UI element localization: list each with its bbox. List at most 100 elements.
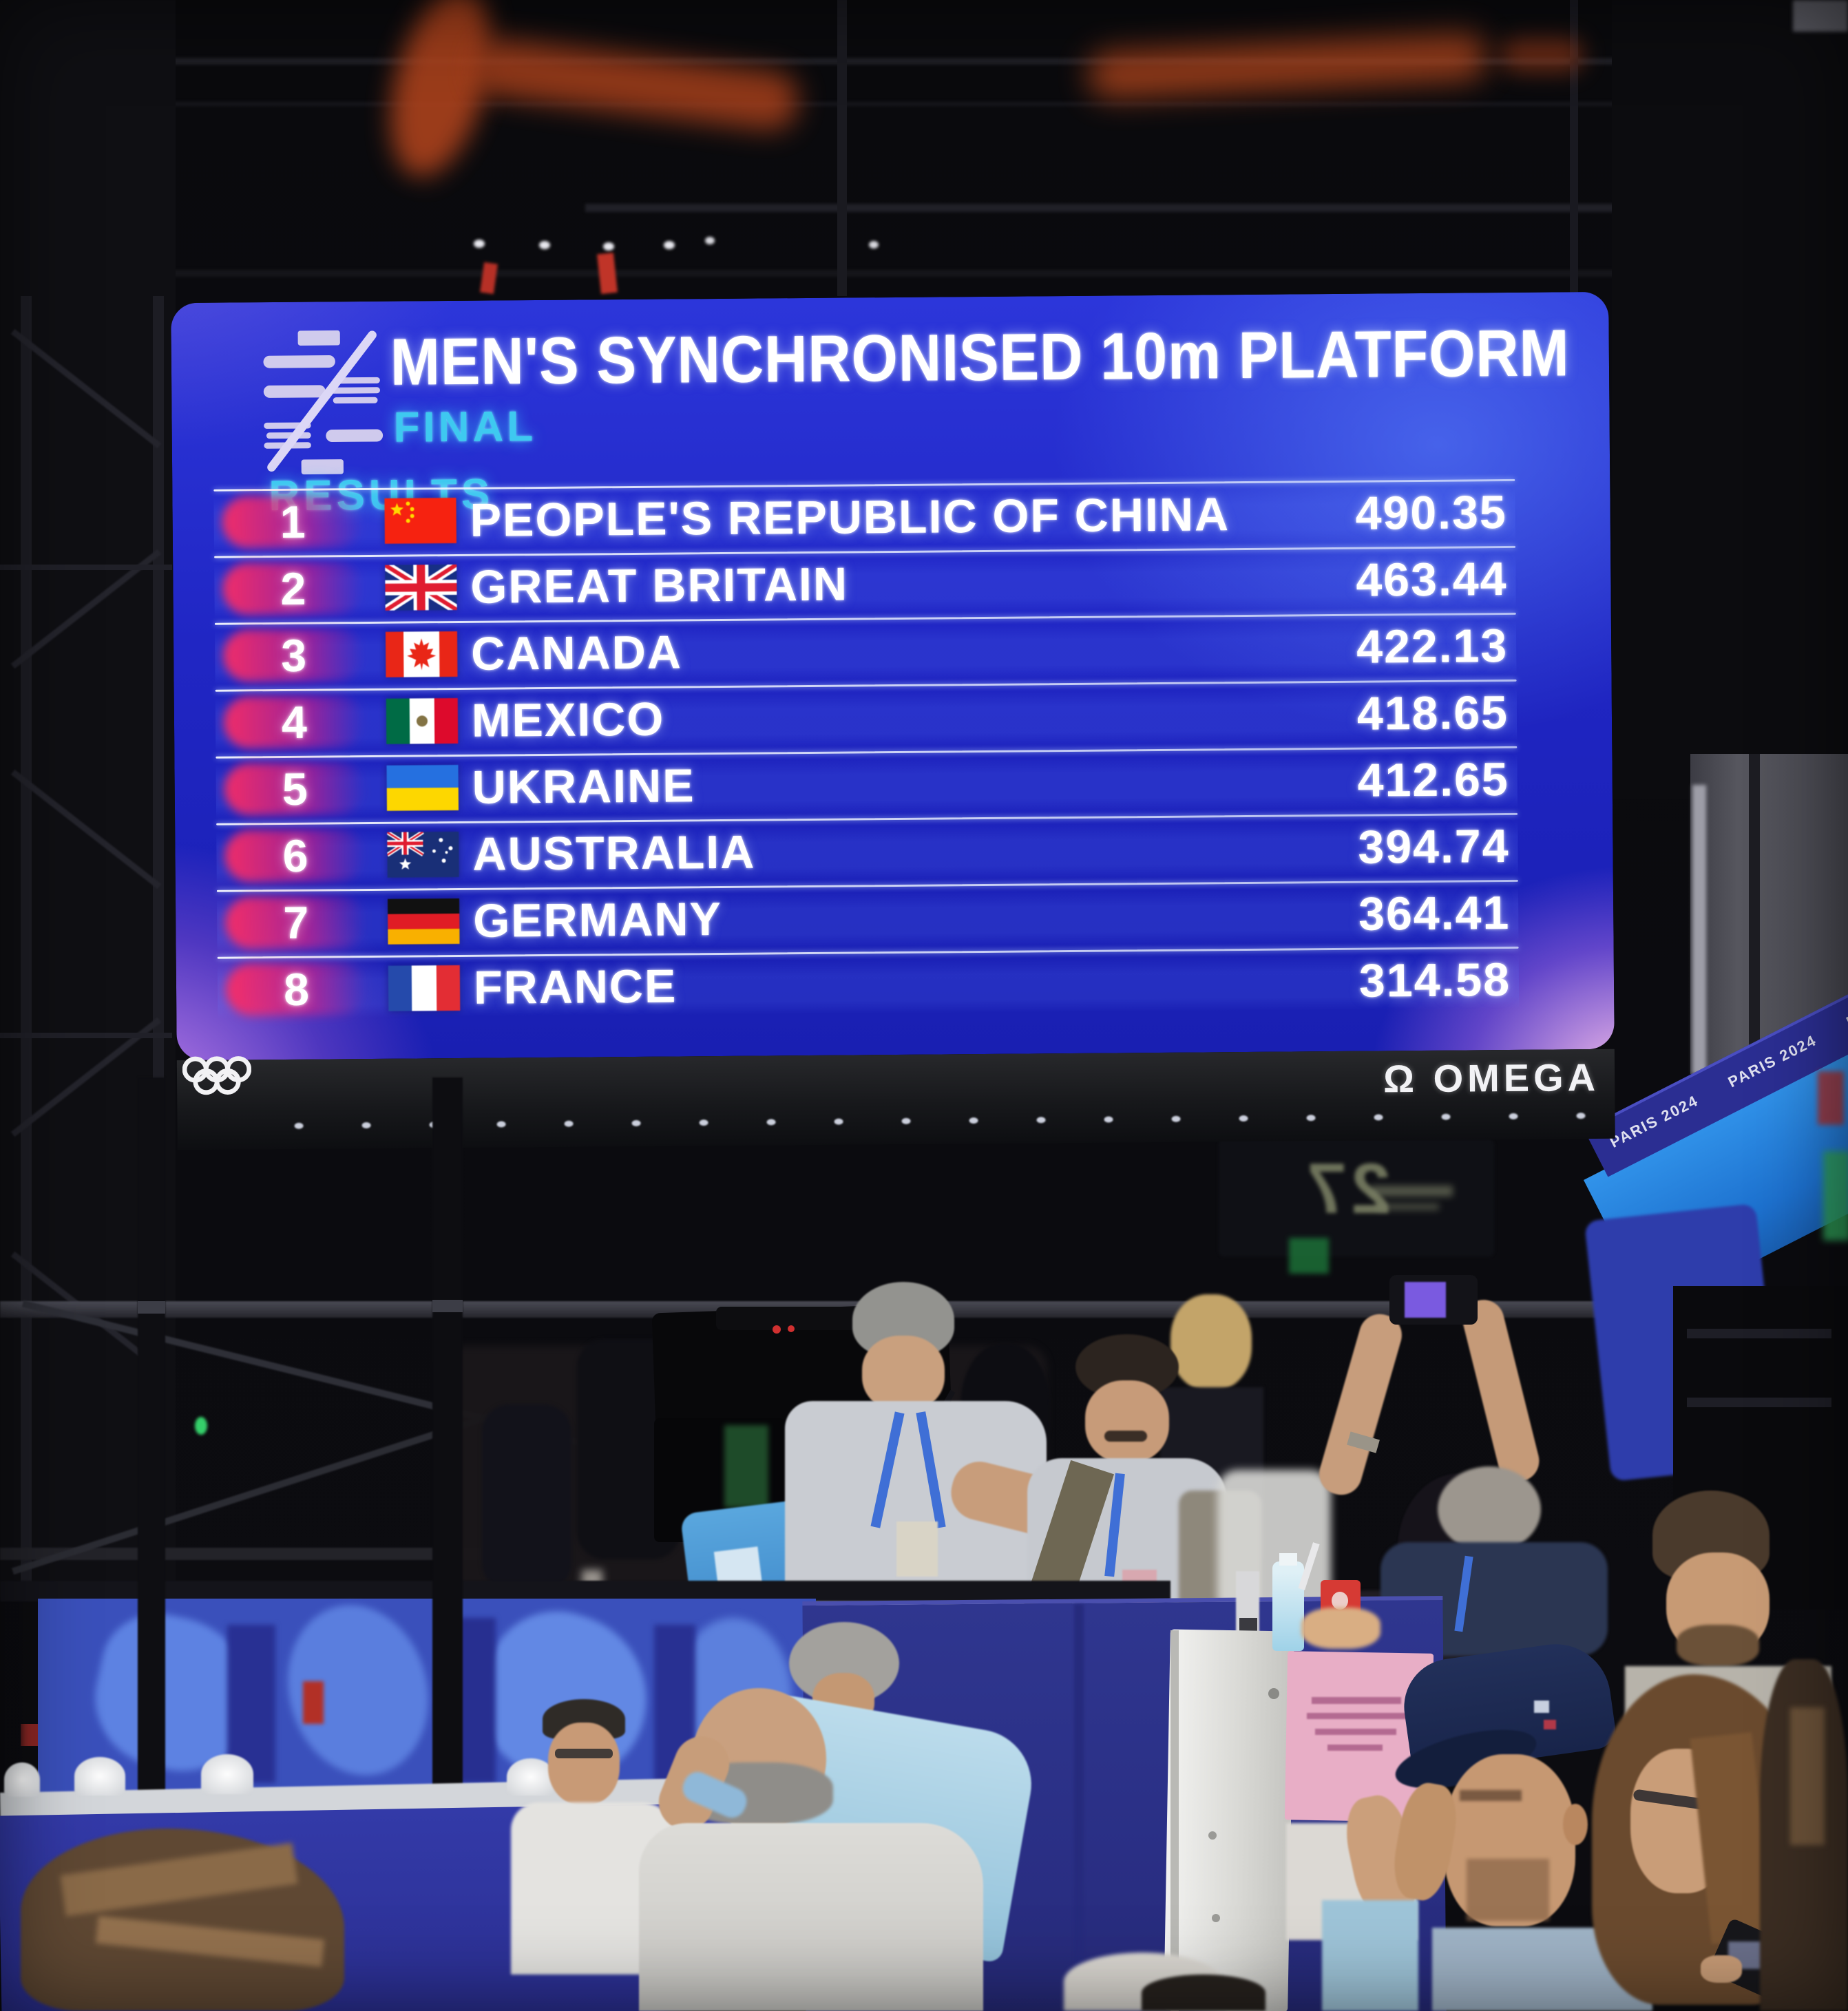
strip-lamp	[631, 1119, 641, 1126]
result-row-7: 7 GERMANY 364.41	[216, 879, 1519, 957]
pole-joint	[432, 1300, 463, 1312]
results-table: 1 PEOPLE'S REPUBLIC OF CHINA 490.35 2 GREA…	[213, 478, 1520, 1024]
pole-joint	[138, 1301, 165, 1314]
cap-man-sleeve	[1322, 1900, 1418, 2011]
rank: 8	[283, 963, 310, 1015]
white-cone	[4, 1762, 40, 1797]
cap-man-beard	[1467, 1859, 1549, 1921]
omega-symbol: Ω	[1383, 1057, 1419, 1101]
water-bottle	[1272, 1561, 1304, 1651]
spectator-arm	[1314, 1309, 1407, 1500]
flag-fr-icon	[388, 965, 461, 1011]
crew2-moustache	[1104, 1431, 1147, 1442]
roof-truss	[837, 0, 847, 296]
roof-truss	[0, 102, 1848, 106]
phone-screen	[1405, 1282, 1446, 1318]
olympic-rings-icon	[182, 1056, 252, 1095]
right-head-highlight	[1790, 1707, 1825, 1845]
world-aquatics-logo-icon	[263, 330, 384, 475]
flag-gb-icon	[385, 564, 457, 611]
strip-lamp	[1441, 1113, 1451, 1120]
score: 463.44	[1356, 552, 1508, 607]
woman-finger	[1701, 1955, 1742, 1983]
roof-truss	[1570, 0, 1578, 296]
right-wall-highlight	[1793, 0, 1848, 32]
roof-light-glow	[372, 0, 510, 188]
bottle-cap	[1279, 1553, 1297, 1566]
box-shading	[1170, 1630, 1179, 2011]
roof-light-glow	[1086, 30, 1489, 101]
strip-lamp	[1104, 1116, 1113, 1123]
strip-lamp	[1036, 1117, 1046, 1124]
dark-figure	[482, 1404, 571, 1590]
score: 490.35	[1355, 485, 1507, 540]
gate-sign-blur-text	[1377, 1203, 1439, 1210]
country-name: GREAT BRITAIN	[470, 558, 849, 613]
roof-lamp	[539, 241, 550, 249]
strip-lamp	[1509, 1113, 1518, 1119]
country-name: UKRAINE	[472, 759, 695, 814]
person-red-small	[303, 1681, 324, 1724]
pink-sign-text-line	[1307, 1713, 1409, 1719]
result-row-6: 6 AUSTRALIA 394.74	[216, 812, 1518, 890]
roof-light-glow	[1501, 38, 1584, 72]
score: 314.58	[1358, 953, 1511, 1007]
result-row-4: 4 MEXICO 418.65	[215, 679, 1518, 757]
pink-sign-text-line	[1327, 1745, 1383, 1751]
green-indicator-light	[195, 1417, 207, 1435]
score: 418.65	[1356, 686, 1509, 740]
box-screw	[1212, 1914, 1220, 1922]
strip-lamp	[564, 1120, 574, 1127]
result-row-2: 2 GREAT BRITAIN 463.44	[214, 545, 1516, 623]
flag-de-icon	[388, 898, 460, 945]
cap-man-ear	[1563, 1804, 1588, 1845]
glasses	[555, 1749, 613, 1758]
cup-logo	[1332, 1592, 1348, 1610]
score: 422.13	[1356, 619, 1509, 673]
strip-lamp	[766, 1119, 776, 1126]
strip-lamp	[1239, 1115, 1248, 1122]
flag-au-icon	[387, 831, 459, 878]
rank: 2	[280, 562, 306, 614]
man-grey-hair	[1438, 1466, 1541, 1552]
blonde-head	[1170, 1294, 1252, 1391]
score: 364.41	[1358, 886, 1511, 940]
country-name: MEXICO	[471, 693, 665, 747]
beard-man-beard	[1677, 1625, 1759, 1666]
strip-lamp	[1374, 1114, 1383, 1121]
strip-lamp	[901, 1117, 911, 1124]
gate-number-sign: 27	[1303, 1149, 1391, 1229]
truss-chord	[0, 565, 172, 570]
rank: 5	[282, 763, 308, 814]
omega-logo: Ω OMEGA	[1383, 1055, 1600, 1101]
camera-tally-light	[773, 1325, 781, 1334]
roof-lamp	[603, 242, 614, 251]
box-screw	[1268, 1688, 1279, 1699]
pillar-streak	[1692, 785, 1706, 1074]
equipment-detail	[1687, 1398, 1831, 1407]
strip-lamp	[699, 1119, 708, 1126]
flag-ca-icon	[385, 631, 458, 677]
cap-badge-red	[1544, 1720, 1556, 1729]
pink-sign-text-line	[1312, 1697, 1401, 1704]
roof-lamp	[705, 237, 715, 244]
rank: 3	[281, 629, 307, 681]
white-box	[1164, 1629, 1294, 2011]
accreditation-badge	[896, 1522, 938, 1577]
result-row-8: 8 FRANCE 314.58	[217, 946, 1520, 1024]
small-flag	[597, 252, 618, 295]
roof-lamp	[474, 240, 485, 248]
omega-wordmark: OMEGA	[1433, 1055, 1600, 1100]
green-exit-lamp	[1289, 1238, 1329, 1274]
event-title: MEN'S SYNCHRONISED 10m PLATFORM	[390, 316, 1570, 399]
bald-man-shirt	[639, 1823, 983, 2011]
roof-truss	[585, 204, 1848, 212]
screen-panel: MEN'S SYNCHRONISED 10m PLATFORM FINAL RE…	[171, 291, 1615, 1061]
scoreboard-screen: MEN'S SYNCHRONISED 10m PLATFORM FINAL RE…	[171, 291, 1615, 1150]
strip-lamp	[361, 1122, 371, 1129]
pillar-edge	[1749, 754, 1760, 1074]
result-row-5: 5 UKRAINE 412.65	[216, 746, 1518, 823]
strip-lamp	[496, 1121, 506, 1128]
roof-lamp	[664, 241, 675, 249]
